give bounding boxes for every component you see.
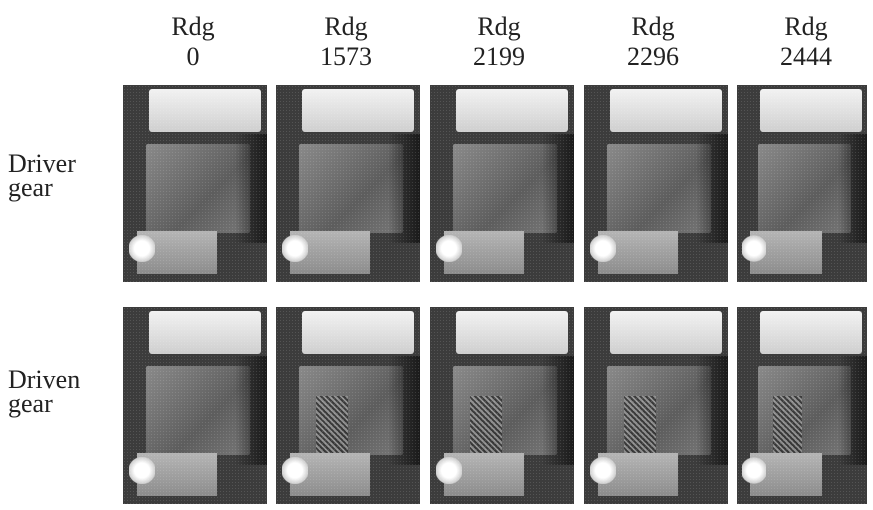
row-label-driver-gear: Driver gear	[8, 149, 76, 202]
column-header-rdg-2199: Rdg 2199	[434, 12, 564, 72]
column-header-label: Rdg	[631, 12, 675, 41]
driver-gear-photo-rdg-2444	[737, 85, 867, 282]
driver-gear-photo-rdg-2199	[430, 85, 574, 282]
driven-gear-photo-rdg-0	[123, 307, 267, 504]
driver-gear-photo-rdg-0	[123, 85, 267, 282]
driven-gear-photo-rdg-1573	[276, 307, 420, 504]
driven-gear-photo-rdg-2199	[430, 307, 574, 504]
row-label-line2: gear	[8, 389, 53, 418]
column-header-value: 1573	[320, 42, 372, 71]
column-header-label: Rdg	[477, 12, 521, 41]
column-header-value: 0	[186, 42, 200, 71]
column-header-rdg-2296: Rdg 2296	[588, 12, 718, 72]
column-header-value: 2444	[780, 42, 832, 71]
column-header-label: Rdg	[171, 12, 215, 41]
row-label-line1: Driver	[8, 149, 76, 178]
column-header-value: 2199	[473, 42, 525, 71]
row-label-driven-gear: Driven gear	[8, 365, 81, 418]
driven-gear-photo-rdg-2296	[584, 307, 728, 504]
column-header-rdg-0: Rdg 0	[128, 12, 258, 72]
column-header-label: Rdg	[324, 12, 368, 41]
row-label-line2: gear	[8, 173, 53, 202]
column-header-value: 2296	[627, 42, 679, 71]
driven-gear-photo-rdg-2444	[737, 307, 867, 504]
row-label-line1: Driven	[8, 365, 81, 394]
driver-gear-photo-rdg-2296	[584, 85, 728, 282]
column-header-rdg-1573: Rdg 1573	[281, 12, 411, 72]
column-header-label: Rdg	[784, 12, 828, 41]
column-header-rdg-2444: Rdg 2444	[741, 12, 871, 72]
driver-gear-photo-rdg-1573	[276, 85, 420, 282]
